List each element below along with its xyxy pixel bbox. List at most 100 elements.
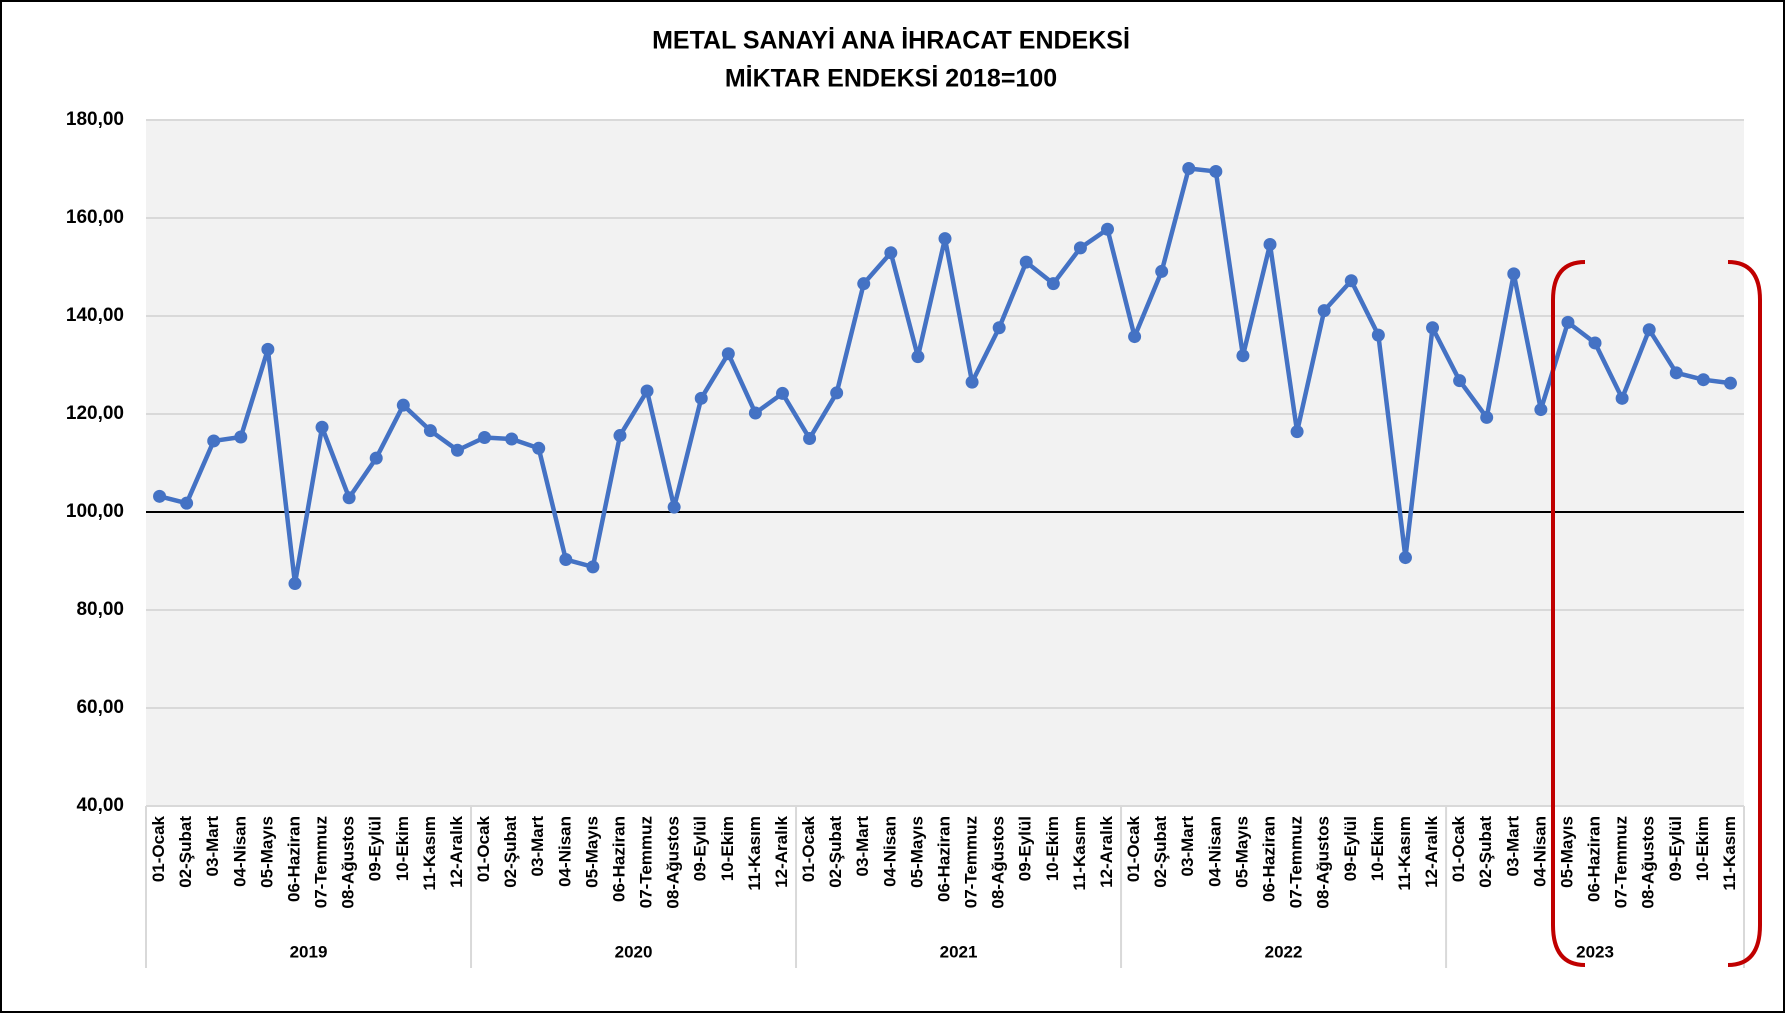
marker [694,391,708,405]
marker [938,232,952,246]
x-tick-label: 01-Ocak [799,815,818,882]
marker [721,347,735,361]
x-tick-label: 03-Mart [528,816,547,877]
marker [1696,373,1710,387]
marker [1371,328,1385,342]
x-tick-label: 02-Şubat [501,816,520,888]
chart-subtitle: MİKTAR ENDEKSİ 2018=100 [725,65,1057,93]
x-tick-label: 06-Haziran [1260,816,1279,902]
marker [965,375,979,389]
marker [1073,241,1087,255]
highlight-bracket [1727,260,1762,967]
x-tick-label: 12-Aralık [1422,815,1441,887]
marker [1317,304,1331,318]
x-tick-label: 08-Ağustos [664,816,683,909]
x-tick-label: 08-Ağustos [1639,816,1658,909]
x-tick-label: 10-Ekim [718,816,737,881]
x-tick-label: 07-Temmuz [962,816,981,908]
marker [1209,164,1223,178]
x-tick-label: 12-Aralık [447,815,466,887]
marker [369,451,383,465]
marker [207,434,221,448]
marker [288,577,302,591]
x-tick-label: 04-Nisan [880,816,899,887]
group-label: 2022 [1265,942,1303,961]
x-tick-label: 11-Kasım [1395,816,1414,891]
marker [1534,403,1548,417]
marker [532,441,546,455]
plot-area [146,120,1744,806]
marker [1182,162,1196,176]
x-tick-label: 11-Kasım [420,816,439,891]
marker [1398,551,1412,565]
y-tick-label: 60,00 [76,697,124,718]
x-tick-label: 08-Ağustos [989,816,1008,909]
marker [423,424,437,438]
y-tick-label: 140,00 [66,305,124,326]
marker [586,560,600,574]
marker [153,489,167,503]
x-tick-label: 11-Kasım [1720,816,1739,891]
group-label: 2019 [290,942,328,961]
marker [261,342,275,356]
x-tick-label: 06-Haziran [284,816,303,902]
x-tick-label: 12-Aralık [772,815,791,887]
x-tick-label: 05-Mayıs [1232,816,1251,888]
marker [1128,330,1142,344]
x-tick-label: 01-Ocak [1449,815,1468,882]
x-tick-label: 07-Temmuz [312,816,331,908]
x-tick-label: 07-Temmuz [1287,816,1306,908]
marker [748,406,762,420]
marker [1046,277,1060,291]
highlight-bracket [1551,260,1586,967]
group-label: 2020 [615,942,653,961]
marker [830,386,844,400]
marker [1669,366,1683,380]
y-tick-label: 180,00 [66,109,124,130]
x-tick-label: 10-Ekim [1368,816,1387,881]
x-tick-label: 11-Kasım [1070,816,1089,891]
marker [1615,391,1629,405]
x-tick-label: 02-Şubat [1476,816,1495,888]
marker [505,432,519,446]
marker [1453,374,1467,388]
x-tick-label: 12-Aralık [1097,815,1116,887]
x-tick-label: 03-Mart [203,816,222,877]
x-tick-label: 07-Temmuz [637,816,656,908]
x-tick-label: 01-Ocak [149,815,168,882]
x-tick-label: 09-Eylül [1666,816,1685,881]
chart-title: METAL SANAYİ ANA İHRACAT ENDEKSİ [652,27,1130,55]
marker [1588,336,1602,350]
x-tick-label: 08-Ağustos [339,816,358,909]
marker [1344,274,1358,288]
marker [180,496,194,510]
y-tick-label: 80,00 [76,599,124,620]
marker [1290,425,1304,439]
x-tick-label: 04-Nisan [230,816,249,887]
marker [803,432,817,445]
marker [1155,264,1169,278]
marker [1101,222,1115,236]
marker [775,386,789,400]
marker [478,431,492,445]
marker [1642,323,1656,337]
x-tick-label: 01-Ocak [474,815,493,882]
x-tick-label: 05-Mayıs [582,816,601,888]
marker [315,420,329,434]
x-tick-label: 01-Ocak [1124,815,1143,882]
x-tick-label: 02-Şubat [176,816,195,888]
y-tick-label: 100,00 [66,501,124,522]
y-tick-label: 120,00 [66,403,124,424]
marker [1480,410,1494,424]
x-tick-label: 04-Nisan [1530,816,1549,887]
x-tick-label: 04-Nisan [555,816,574,887]
x-tick-label: 07-Temmuz [1612,816,1631,908]
marker [396,398,410,412]
marker [911,350,925,364]
marker [1561,315,1575,329]
marker [1723,376,1737,390]
marker [1236,349,1250,363]
x-tick-label: 10-Ekim [393,816,412,881]
marker [450,443,464,457]
